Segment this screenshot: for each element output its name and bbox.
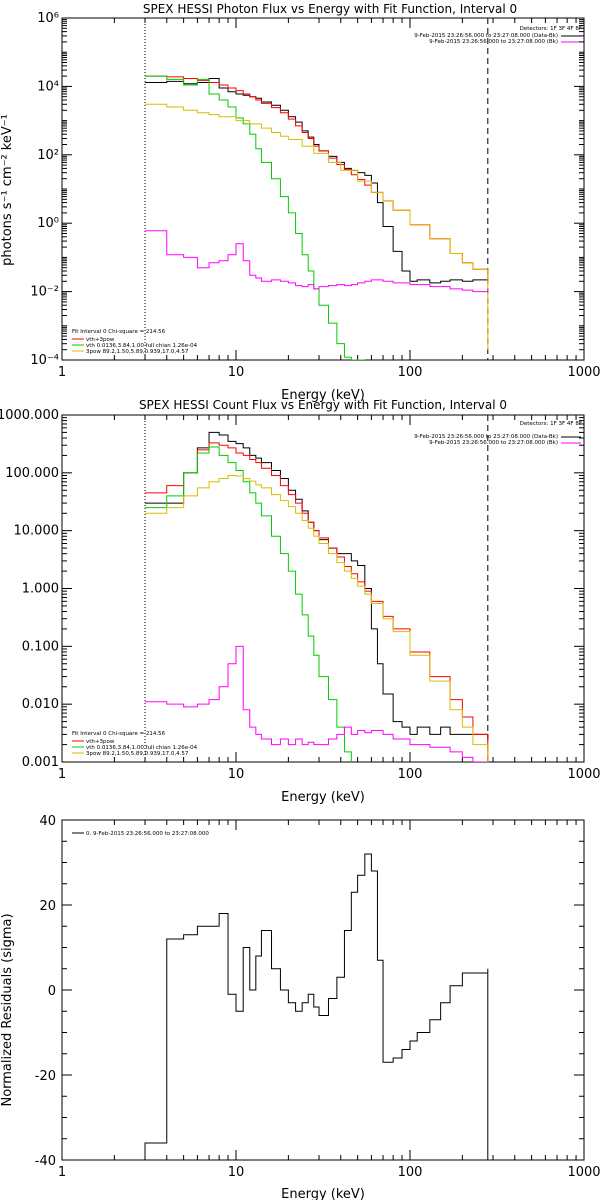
count-series-3	[145, 474, 489, 762]
residuals-ytick-label: 0	[48, 984, 56, 999]
photon-xtick-label: 10	[228, 365, 245, 380]
count-legend-right-1: 9-Feb-2015 23:26:56.000 to 23:27:08.000 …	[429, 440, 558, 446]
count-ytick-label: 0.001	[22, 755, 59, 770]
count-flux-panel: SPEX HESSI Count Flux vs Energy with Fit…	[72, 398, 582, 805]
count-legend-left-0: vth+3pow	[86, 739, 115, 745]
photon-ytick-label: 10⁻⁴	[30, 353, 59, 368]
photon-ytick-label: 10⁰	[37, 216, 59, 231]
residuals-legend: 0. 9-Feb-2015 23:26:56.000 to 23:27:08.0…	[86, 831, 209, 837]
photon-legend-right-1: 9-Feb-2015 23:26:56.000 to 23:27:08.000 …	[429, 39, 558, 45]
photon-fit-header: Fit Interval 0 Chi-square = 214.56	[72, 329, 166, 335]
residuals-xlabel: Energy (keV)	[281, 1187, 365, 1200]
count-series-0	[145, 431, 489, 739]
residuals-ytick-label: -20	[35, 1069, 56, 1084]
count-series-4	[145, 645, 488, 762]
photon-series-3	[145, 103, 489, 350]
count-legend-right-0: 9-Feb-2015 23:26:56.000 to 23:27:08.000 …	[414, 434, 558, 440]
photon-plot-frame	[61, 17, 585, 361]
photon-ytick-label: 10²	[37, 148, 59, 163]
residuals-xtick-label: 100	[398, 1165, 423, 1180]
photon-xtick-label: 100	[398, 365, 423, 380]
photon-plot: 1 10 100 1000 10⁻⁴ 10⁻² 10⁰ 10² 10⁴ 10⁶	[30, 11, 600, 380]
residuals-xtick-label: 1	[58, 1165, 66, 1180]
residuals-ytick-label: 40	[39, 814, 56, 829]
count-fit-header: Fit Interval 0 Chi-square = 214.56	[72, 731, 166, 737]
count-ytick-label: 10.000	[14, 524, 60, 539]
count-plot-frame	[61, 414, 585, 763]
count-legend-left-2: 3pow 89.2,1.50,5.89,0.939,17.0,4.57	[86, 751, 189, 757]
photon-flux-xlabel: Energy (keV)	[281, 388, 365, 403]
count-flux-xlabel: Energy (keV)	[281, 790, 365, 805]
count-xtick-label: 1000	[567, 767, 600, 782]
photon-series-0	[145, 78, 489, 284]
residuals-ytick-label: 20	[39, 899, 56, 914]
residuals-ytick-label: -40	[35, 1154, 56, 1169]
photon-series-2	[145, 75, 365, 360]
photon-ytick-label: 10⁻²	[30, 285, 59, 300]
count-series-2	[145, 446, 352, 762]
photon-legend-left-1: vth 0.0136,3.84,1.00 full chian 1.26e-04	[86, 343, 198, 349]
photon-xtick-label: 1	[58, 365, 66, 380]
count-legend-left-1: vth 0.0136,3.84,1.00 full chian 1.26e-04	[86, 745, 198, 751]
residuals-plot-frame	[61, 819, 585, 1161]
photon-series-1	[145, 75, 489, 282]
photon-flux-panel: SPEX HESSI Photon Flux vs Energy with Fi…	[0, 2, 582, 403]
residuals-plot: 1 10 100 1000 -40 -20 0 20 40	[35, 814, 600, 1180]
count-xtick-label: 100	[398, 767, 423, 782]
count-xtick-label: 10	[228, 767, 245, 782]
photon-flux-title: SPEX HESSI Photon Flux vs Energy with Fi…	[143, 2, 517, 16]
residuals-panel: Normalized Residuals (sigma) Energy (keV…	[0, 831, 365, 1200]
photon-legend-left-0: vth+3pow	[86, 337, 115, 343]
count-series-1	[145, 442, 489, 762]
count-ytick-label: 100.000	[5, 466, 59, 481]
photon-flux-ylabel: photons s⁻¹ cm⁻² keV⁻¹	[0, 114, 15, 266]
photon-ytick-label: 10⁶	[37, 11, 59, 26]
count-ytick-label: 0.100	[22, 639, 59, 654]
count-ytick-label: 1000.000	[0, 408, 59, 423]
count-plot: 1 10 100 1000 0.001 0.010 0.100 1.000 10.000 100.…	[0, 408, 600, 782]
count-ytick-label: 1.000	[22, 582, 59, 597]
count-xtick-label: 1	[58, 767, 66, 782]
count-ytick-label: 0.010	[22, 697, 59, 712]
count-flux-title: SPEX HESSI Count Flux vs Energy with Fit…	[139, 398, 507, 412]
residuals-xtick-label: 10	[228, 1165, 245, 1180]
photon-ytick-label: 10⁴	[37, 79, 59, 94]
residuals-ylabel: Normalized Residuals (sigma)	[0, 913, 15, 1106]
photon-legend-left-2: 3pow 89.2,1.50,5.89,0.939,17.0,4.57	[86, 349, 189, 355]
residuals-series-0	[144, 853, 489, 1160]
photon-legend-right-0: 9-Feb-2015 23:26:56.000 to 23:27:08.000 …	[414, 33, 558, 39]
photon-detectors-label: Detectors: 1F 3F 4F 8F	[520, 26, 582, 32]
photon-series-4	[145, 230, 489, 293]
count-detectors-label: Detectors: 1F 3F 4F 8F	[520, 421, 582, 427]
residuals-xtick-label: 1000	[567, 1165, 600, 1180]
photon-xtick-label: 1000	[567, 365, 600, 380]
